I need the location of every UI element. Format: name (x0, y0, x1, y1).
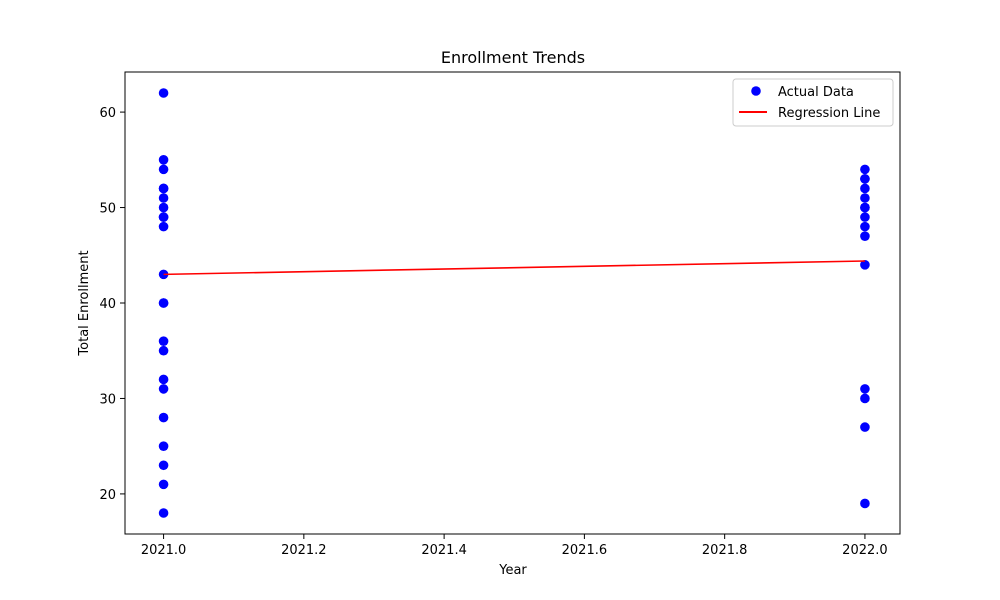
scatter-point (860, 202, 870, 213)
y-tick-label: 20 (99, 488, 116, 503)
legend: Actual Data Regression Line (732, 78, 894, 127)
scatter-point (158, 460, 169, 471)
scatter-point (158, 202, 169, 213)
scatter-point (860, 260, 870, 270)
scatter-point (860, 174, 870, 184)
scatter-point (860, 384, 870, 394)
x-tick-label: 2022.0 (842, 543, 888, 558)
scatter-point (860, 422, 870, 432)
scatter-point (158, 221, 169, 232)
scatter-point (860, 164, 870, 175)
scatter-point (158, 412, 169, 423)
y-axis-label: Total Enrollment (77, 250, 92, 356)
scatter-point (860, 393, 870, 404)
scatter-point (860, 212, 870, 222)
scatter-point (860, 221, 870, 232)
scatter-point (860, 183, 870, 194)
scatter-point (158, 345, 169, 356)
scatter-point (860, 193, 870, 203)
legend-label-regression-line: Regression Line (778, 106, 880, 121)
x-tick-label: 2021.4 (421, 543, 467, 558)
x-tick-label: 2021.8 (702, 543, 748, 558)
chart-title: Enrollment Trends (441, 48, 585, 67)
x-tick-label: 2021.2 (281, 543, 327, 558)
scatter-point (158, 479, 169, 490)
scatter-point (158, 374, 169, 385)
x-tick-label: 2021.6 (562, 543, 608, 558)
scatter-point (158, 384, 169, 394)
scatter-point (158, 441, 169, 451)
y-axis: 20 30 40 50 60 (99, 106, 125, 503)
legend-box (732, 78, 894, 127)
scatter-point (158, 183, 169, 194)
regression-line (163, 260, 865, 276)
scatter-point (158, 508, 169, 518)
scatter-point (158, 212, 169, 222)
scatter-point (860, 231, 870, 241)
scatter-point (158, 193, 169, 203)
x-axis: 2021.0 2021.2 2021.4 2021.6 2021.8 2022.0 (141, 534, 888, 558)
x-axis-label: Year (498, 563, 527, 578)
legend-label-actual-data: Actual Data (778, 85, 854, 100)
plot-area (158, 88, 870, 518)
y-tick-label: 50 (99, 202, 116, 217)
scatter-point (158, 155, 169, 165)
legend-marker-actual-data (751, 86, 761, 96)
scatter-point (158, 88, 169, 98)
x-tick-label: 2021.0 (141, 543, 187, 558)
y-tick-label: 60 (99, 106, 116, 121)
y-tick-label: 40 (99, 297, 116, 312)
scatter-point (158, 298, 169, 308)
scatter-point (158, 164, 169, 175)
scatter-point (158, 336, 169, 346)
scatter-point (860, 498, 870, 509)
y-tick-label: 30 (99, 392, 116, 407)
